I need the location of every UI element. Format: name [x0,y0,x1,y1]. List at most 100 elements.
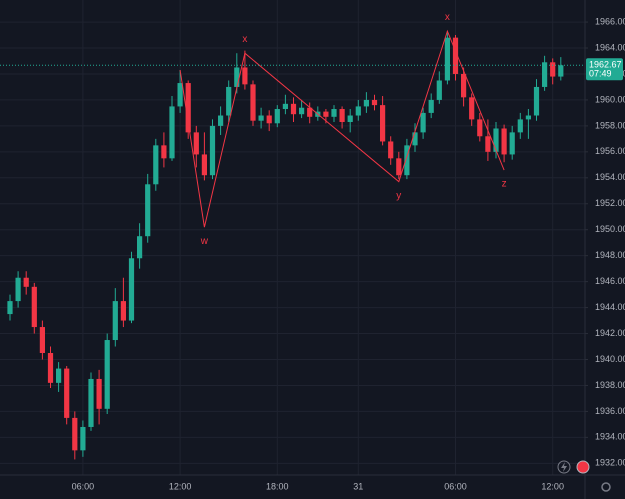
x-tick-label: 18:00 [266,481,289,491]
y-tick-label: 1940.00 [595,354,625,364]
last-price-label: 1962.67 [589,60,622,70]
candle-body [7,301,13,315]
candle-body [542,62,548,87]
candle-body [428,99,434,113]
y-tick-label: 1958.00 [595,120,625,130]
candle-body [39,327,45,354]
candle-body [355,106,361,116]
candle-body [493,128,499,152]
x-tick-label: 06:00 [444,481,467,491]
x-tick-label: 12:00 [541,481,564,491]
candle-body [388,141,394,159]
candle-body [396,158,402,176]
plot: w x y x z [0,12,585,460]
candle-body [558,65,564,77]
candle-body [201,154,207,176]
candle-body [56,368,62,383]
candle-body [15,277,21,302]
candle-body [218,115,224,126]
y-tick-label: 1938.00 [595,380,625,390]
flash-glyph [561,462,567,472]
candle-body [501,128,507,155]
y-tick-label: 1960.00 [595,94,625,104]
candle-body [485,136,491,152]
wave-label: z [502,179,507,190]
last-price-box [586,58,623,81]
candle-body [120,301,126,321]
y-tick-label: 1966.00 [595,16,625,26]
y-tick-label: 1954.00 [595,172,625,182]
y-tick-label: 1934.00 [595,432,625,442]
candle-body [452,37,459,74]
candle-body [137,236,143,259]
candle-body [242,67,248,85]
candle-body [444,37,450,81]
toolbar-icons [557,460,611,492]
candle-body [533,86,540,116]
candle-body [477,119,483,137]
candle-body [64,368,70,418]
x-tick-label: 12:00 [169,481,192,491]
flash-icon[interactable] [557,460,571,474]
candle-body [104,340,110,409]
candle-body [96,378,102,409]
candle-body [323,111,329,117]
candle-body [169,106,175,159]
candle-body [250,84,256,121]
candle-body [307,107,313,117]
y-tick-label: 1956.00 [595,146,625,156]
candle-body [161,145,167,159]
settings-icon[interactable] [601,482,611,492]
candle-body [80,426,86,451]
candle-body [88,378,94,427]
candle-body [525,115,531,120]
candle-body [461,73,467,98]
candle-body [469,97,475,120]
candle-body [153,145,159,185]
candle-body [380,105,386,142]
wave-label: w [200,236,209,247]
y-tick-label: 1946.00 [595,276,625,286]
candle-body [226,86,232,116]
candle-body [550,62,556,77]
candle-body [420,112,426,133]
y-tick-label: 1952.00 [595,198,625,208]
candle-body [412,132,418,146]
candle-body [363,99,369,107]
candle-body [177,83,183,107]
wave-label: x [445,12,450,23]
y-tick-label: 1964.00 [595,42,625,52]
candle-body [274,109,280,124]
candle-body [209,125,216,176]
candle-body [193,132,199,155]
candle-body [258,115,264,121]
candle-body [517,119,523,133]
candle-body [299,107,305,115]
candle-body [185,83,191,133]
candle-body [331,109,337,117]
candle-body [112,301,118,341]
y-tick-label: 1950.00 [595,224,625,234]
candle-body [145,184,151,237]
candle-body [509,132,515,155]
flag-icon[interactable] [576,460,590,474]
y-tick-label: 1944.00 [595,302,625,312]
candle-body [371,99,378,106]
candle-body [282,103,288,110]
y-tick-label: 1936.00 [595,406,625,416]
x-tick-label: 06:00 [72,481,95,491]
candle-body [347,115,353,122]
candle-body [31,286,37,328]
candle-body [47,353,54,383]
x-tick-label: 31 [353,481,363,491]
candle-body [404,145,410,176]
candle-body [436,80,442,100]
wave-label: x [242,34,247,45]
y-tick-label: 1948.00 [595,250,625,260]
y-tick-label: 1932.00 [595,458,625,468]
candle-body [128,258,135,321]
